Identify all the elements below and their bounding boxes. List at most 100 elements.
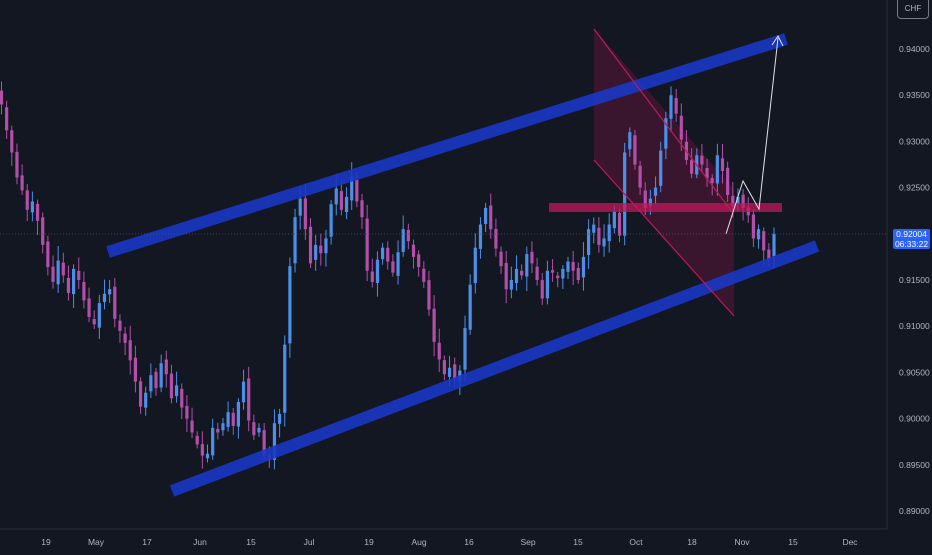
channel-upper-band	[106, 33, 788, 258]
candle-body	[97, 303, 101, 328]
candle-body	[422, 268, 426, 282]
candle-body	[82, 281, 86, 301]
candle-body	[133, 357, 137, 382]
candle-body	[504, 263, 508, 290]
candle-body	[648, 198, 652, 206]
candle-body	[25, 190, 29, 210]
candle-body	[200, 444, 204, 456]
candle-body	[15, 151, 19, 178]
candle-body	[602, 238, 606, 247]
candle-body	[236, 401, 240, 427]
candle-body	[494, 228, 498, 249]
price-tick-label: 0.89500	[899, 460, 930, 470]
candle-body	[561, 268, 565, 279]
candle-body	[638, 165, 642, 188]
currency-badge[interactable]: CHF	[897, 0, 929, 19]
candle-body	[756, 229, 761, 240]
time-tick-label: May	[88, 537, 105, 547]
candle-body	[298, 198, 302, 216]
candle-body	[442, 360, 446, 375]
candle-body	[396, 252, 400, 276]
candle-body	[556, 275, 560, 279]
time-tick-label: Jun	[193, 537, 207, 547]
candle-body	[180, 388, 184, 408]
candle-body	[370, 271, 374, 282]
candle-body	[540, 280, 544, 299]
candle-body	[767, 249, 771, 260]
time-tick-label: 18	[687, 537, 697, 547]
candle-body	[185, 406, 189, 419]
candle-body	[375, 259, 380, 283]
candle-body	[741, 194, 745, 208]
time-tick-label: Sep	[520, 537, 535, 547]
candle-body	[381, 247, 385, 260]
candle-body	[411, 244, 416, 257]
candle-body	[514, 268, 519, 284]
candle-body	[319, 245, 323, 254]
last-price-value: 0.92004	[896, 229, 927, 239]
candle-body	[679, 115, 683, 140]
candle-body	[612, 211, 616, 229]
time-tick-label: 17	[142, 537, 152, 547]
candle-body	[478, 224, 483, 249]
candle-body	[108, 289, 112, 295]
time-tick-label: Jul	[304, 537, 315, 547]
flag-upper-line	[593, 28, 734, 214]
time-tick-label: Aug	[411, 537, 426, 547]
candle-body	[669, 95, 673, 119]
price-tick-label: 0.94000	[899, 44, 930, 54]
candle-body	[308, 226, 313, 264]
candle-body	[772, 233, 776, 257]
candle-body	[391, 261, 395, 273]
candle-body	[550, 270, 555, 273]
candle-body	[314, 244, 318, 260]
candle-body	[56, 260, 60, 285]
candle-body	[46, 241, 50, 268]
candle-body	[530, 251, 534, 264]
price-tick-label: 0.91500	[899, 275, 930, 285]
candle-body	[592, 224, 596, 233]
candle-body	[432, 308, 436, 342]
candle-body	[51, 266, 55, 282]
flag-shade	[594, 29, 734, 316]
candle-body	[468, 284, 472, 330]
candle-body	[278, 413, 282, 424]
candle-body	[525, 254, 529, 277]
candle-body	[350, 176, 354, 201]
candle-body	[262, 430, 266, 456]
candle-body	[339, 191, 343, 210]
candle-body	[77, 270, 81, 280]
candle-body	[726, 167, 730, 195]
candle-body	[231, 412, 235, 426]
time-tick-label: 19	[364, 537, 374, 547]
time-tick-label: 19	[41, 537, 51, 547]
candle-body	[674, 98, 678, 114]
candle-body	[113, 286, 117, 319]
candle-body	[437, 342, 441, 360]
candle-body	[710, 177, 714, 183]
candle-body	[607, 224, 611, 242]
candle-body	[386, 247, 390, 262]
candle-body	[257, 427, 261, 433]
candle-body	[211, 427, 215, 456]
candle-body	[705, 167, 709, 179]
candle-body	[118, 320, 122, 331]
candle-body	[453, 364, 457, 380]
candles-layer	[0, 81, 776, 470]
candle-body	[355, 179, 359, 202]
candle-body	[283, 344, 287, 413]
time-tick-label: 15	[573, 537, 583, 547]
candle-body	[128, 340, 132, 361]
candle-body	[164, 359, 168, 375]
candle-body	[715, 155, 719, 184]
candle-body	[427, 280, 431, 310]
candle-body	[535, 266, 539, 280]
projection-path	[725, 37, 779, 235]
candle-body	[66, 277, 71, 293]
time-tick-label: Oct	[629, 537, 643, 547]
candle-body	[72, 268, 76, 295]
last-price-badge: 0.92004 06:33:22	[893, 229, 930, 249]
price-tick-label: 0.91000	[899, 321, 930, 331]
